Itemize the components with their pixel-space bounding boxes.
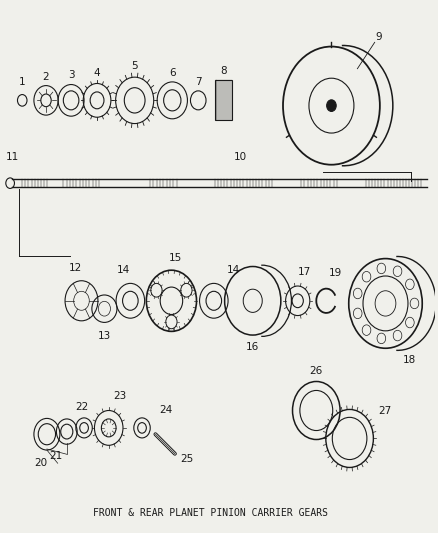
Text: 6: 6	[169, 68, 176, 78]
Text: 1: 1	[19, 77, 25, 87]
Text: 13: 13	[98, 331, 111, 341]
Text: 20: 20	[34, 458, 47, 468]
Text: 21: 21	[49, 451, 63, 462]
Text: 4: 4	[94, 68, 100, 78]
Text: 18: 18	[403, 356, 416, 366]
Text: 14: 14	[226, 265, 240, 275]
Text: FRONT & REAR PLANET PINION CARRIER GEARS: FRONT & REAR PLANET PINION CARRIER GEARS	[93, 508, 328, 519]
Text: 14: 14	[117, 265, 131, 275]
Text: 16: 16	[246, 342, 259, 352]
Text: 19: 19	[329, 268, 343, 278]
Text: 25: 25	[180, 454, 194, 464]
Text: 10: 10	[234, 152, 247, 163]
Text: 3: 3	[68, 70, 74, 80]
Text: 23: 23	[113, 391, 126, 401]
Text: 7: 7	[195, 77, 201, 87]
Text: 8: 8	[220, 66, 226, 76]
Text: 5: 5	[131, 61, 138, 71]
Text: 15: 15	[169, 253, 182, 263]
Text: 22: 22	[75, 402, 88, 412]
Text: 26: 26	[310, 366, 323, 376]
Text: 9: 9	[376, 32, 382, 42]
Text: 2: 2	[43, 71, 49, 82]
Text: 11: 11	[6, 152, 19, 163]
Circle shape	[327, 100, 336, 111]
Bar	[215, 80, 232, 120]
Text: 27: 27	[378, 406, 392, 416]
Text: 17: 17	[297, 267, 311, 277]
Text: 12: 12	[68, 263, 81, 273]
Text: 24: 24	[159, 406, 173, 416]
